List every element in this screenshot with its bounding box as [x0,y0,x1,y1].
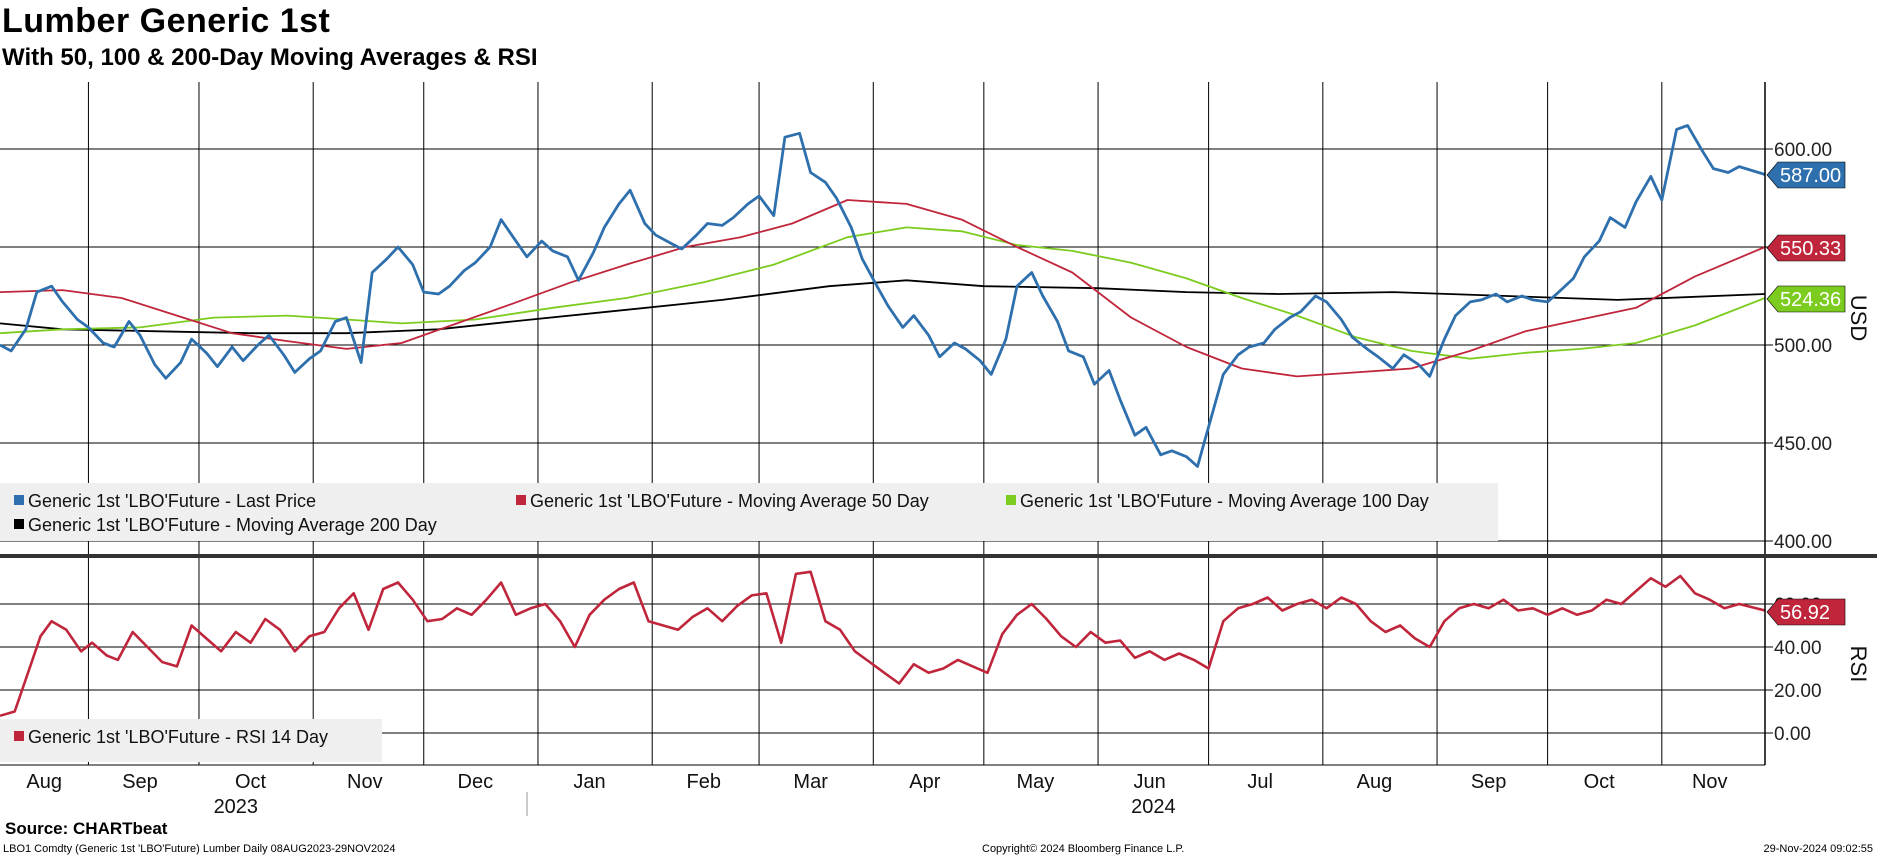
rsi-legend: Generic 1st 'LBO'Future - RSI 14 Day [0,719,382,762]
rsi-y-axis-label: RSI [1846,646,1871,683]
price-tick-label: 450.00 [1774,434,1832,455]
year-label: 2023 [214,796,259,818]
tag-last-price: 587.00 [1766,161,1846,189]
svg-text:587.00: 587.00 [1780,165,1841,187]
series-ma200 [0,279,1766,335]
svg-text:Generic 1st 'LBO'Future - Movi: Generic 1st 'LBO'Future - Moving Average… [1020,491,1429,511]
price-tick-label: 600.00 [1774,140,1832,161]
month-label: May [1017,771,1055,793]
month-label: Oct [235,771,267,793]
tag-ma50: 550.33 [1766,234,1846,262]
month-label: Jun [1134,771,1166,793]
footer-timestamp: 29-Nov-2024 09:02:55 [1763,843,1873,855]
tag-rsi: 56.92 [1766,598,1846,626]
legend-item: Generic 1st 'LBO'Future - Moving Average… [516,491,929,511]
month-label: Sep [122,771,158,793]
rsi-panel-series [0,570,1766,718]
price-tick-label: 500.00 [1774,336,1832,357]
month-label: Aug [1357,771,1393,793]
last-value-tags: 587.00 550.33 524.36 56.92 [1766,161,1846,626]
series-ma50 [0,199,1766,378]
price-panel-series [0,124,1766,468]
legend-item: Generic 1st 'LBO'Future - Last Price [14,491,316,511]
rsi-tick-label: 20.00 [1774,681,1822,702]
svg-text:Generic 1st 'LBO'Future - Last: Generic 1st 'LBO'Future - Last Price [28,491,316,511]
footer-copyright: Copyright© 2024 Bloomberg Finance L.P. [982,843,1185,855]
month-label: Oct [1584,771,1616,793]
price-y-axis-label: USD [1846,295,1871,341]
month-label: Sep [1471,771,1507,793]
month-label: Feb [687,771,721,793]
month-label: Jan [573,771,605,793]
month-label: Apr [909,771,940,793]
month-label: Dec [458,771,494,793]
price-legend: Generic 1st 'LBO'Future - Last Price Gene… [0,483,1498,541]
gridlines [0,82,1765,765]
year-label: 2024 [1131,796,1176,818]
svg-text:Generic 1st 'LBO'Future - Movi: Generic 1st 'LBO'Future - Moving Average… [530,491,929,511]
axes [0,82,1877,766]
svg-text:524.36: 524.36 [1780,289,1841,311]
rsi-tick-label: 40.00 [1774,638,1822,659]
x-axis-labels: Aug Sep Oct Nov Dec Jan Feb Mar Apr May Jun Jul Aug S… [26,771,1727,818]
svg-text:Generic 1st 'LBO'Future - Movi: Generic 1st 'LBO'Future - Moving Average… [28,515,437,535]
source-note: Source: CHARTbeat [5,819,168,838]
chart-title: Lumber Generic 1st [2,2,331,40]
chart-subtitle: With 50, 100 & 200-Day Moving Averages &… [2,44,538,71]
svg-text:550.33: 550.33 [1780,238,1841,260]
svg-text:56.92: 56.92 [1780,602,1830,624]
month-label: Aug [26,771,62,793]
series-rsi14 [0,570,1766,718]
rsi-tick-label: 0.00 [1774,724,1811,745]
series-ma100 [0,226,1766,360]
month-label: Mar [793,771,828,793]
legend-item: Generic 1st 'LBO'Future - Moving Average… [14,515,437,535]
tag-ma100: 524.36 [1766,285,1846,313]
month-label: Nov [347,771,383,793]
price-tick-label: 400.00 [1774,532,1832,553]
month-label: Nov [1692,771,1728,793]
legend-item: Generic 1st 'LBO'Future - Moving Average… [1006,491,1429,511]
svg-text:Generic 1st 'LBO'Future - RSI: Generic 1st 'LBO'Future - RSI 14 Day [28,727,328,747]
month-label: Jul [1247,771,1273,793]
legend-item: Generic 1st 'LBO'Future - RSI 14 Day [14,727,328,747]
footer-ticker-info: LBO1 Comdty (Generic 1st 'LBO'Future) Lu… [3,843,396,855]
series-last-price [0,124,1766,468]
